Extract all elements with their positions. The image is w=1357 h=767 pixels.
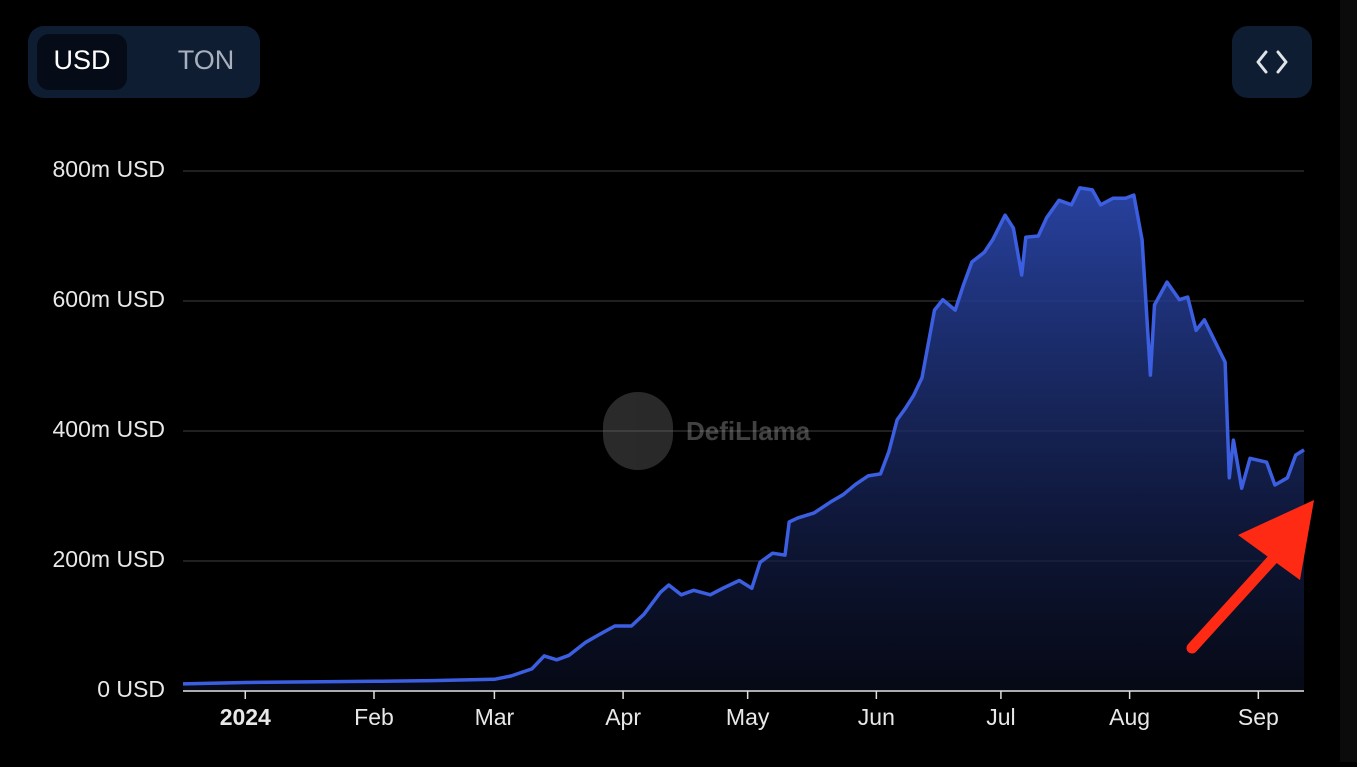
y-tick-label: 600m USD — [53, 286, 165, 312]
y-tick-label: 200m USD — [53, 546, 165, 572]
watermark: DefiLlama — [603, 392, 811, 470]
arrow-head — [1238, 500, 1314, 580]
y-tick-label: 0 USD — [97, 676, 165, 702]
currency-toggle: USD TON — [28, 26, 260, 98]
x-tick-label: Apr — [605, 704, 641, 730]
x-tick-label: Aug — [1109, 704, 1150, 730]
axes: 0 USD 200m USD 400m USD 600m USD 800m USD 202… — [53, 156, 1304, 730]
watermark-text: DefiLlama — [686, 416, 811, 446]
plot-area — [182, 186, 1305, 691]
y-tick-label: 800m USD — [53, 156, 165, 182]
x-tick-label: May — [726, 704, 770, 730]
annotation-arrow — [1186, 500, 1314, 654]
x-tick-label: Jul — [986, 704, 1015, 730]
embed-bg — [1232, 26, 1312, 98]
scrollbar — [1340, 0, 1357, 762]
y-tick-label: 400m USD — [53, 416, 165, 442]
x-tick-label: Feb — [354, 704, 394, 730]
embed-button[interactable] — [1232, 26, 1312, 98]
arrow-shaft — [1186, 554, 1278, 654]
toggle-option[interactable]: USD — [53, 45, 110, 75]
x-tick-label: Mar — [475, 704, 515, 730]
x-tick-label: Jun — [858, 704, 895, 730]
embed-icon — [1256, 50, 1288, 74]
toggle-selected — [37, 34, 127, 90]
watermark-logo — [603, 392, 673, 470]
x-tick-label: Sep — [1238, 704, 1279, 730]
line — [182, 186, 1305, 686]
x-tick-label: 2024 — [220, 704, 271, 730]
toggle-option[interactable]: TON — [178, 45, 235, 75]
area-fill — [183, 187, 1304, 691]
